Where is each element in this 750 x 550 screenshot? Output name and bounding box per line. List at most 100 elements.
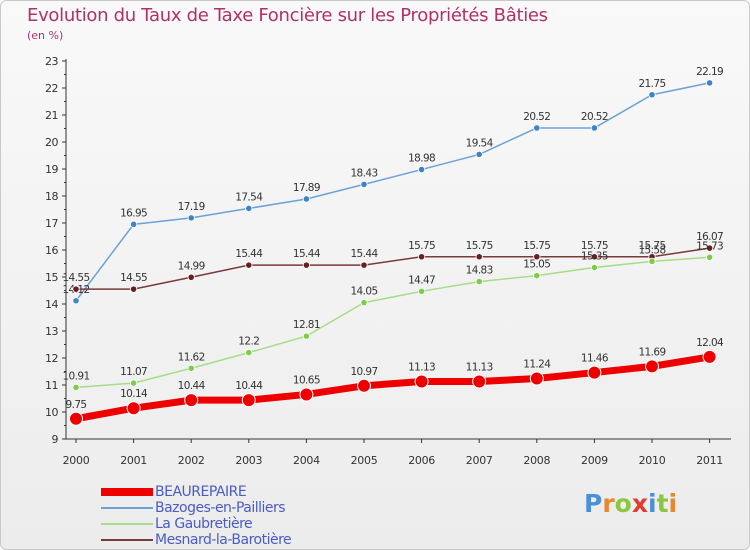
data-point — [302, 332, 310, 340]
series-line — [75, 247, 711, 290]
data-point — [529, 371, 544, 386]
y-tick-label: 17 — [45, 217, 58, 230]
data-point — [705, 253, 714, 261]
data-label: 14.55 — [120, 272, 147, 284]
x-tick-label: 2001 — [120, 454, 147, 467]
series-line — [72, 353, 714, 423]
data-label: 15.75 — [581, 240, 608, 252]
data-point — [533, 272, 541, 280]
y-tick-label: 13 — [45, 325, 58, 338]
data-label: 19.54 — [466, 137, 494, 149]
logo-letter: i — [648, 489, 657, 518]
y-tick-label: 10 — [45, 406, 58, 419]
data-label: 18.43 — [350, 167, 377, 179]
data-point — [130, 379, 138, 387]
data-point — [69, 411, 83, 426]
x-tick-label: 2007 — [466, 454, 493, 467]
logo-letter: P — [584, 489, 603, 518]
legend-label: Mesnard-la-Barotière — [155, 532, 292, 548]
data-point — [357, 378, 371, 393]
x-tick-label: 2002 — [178, 454, 205, 467]
x-tick-label: 2011 — [696, 454, 723, 467]
data-label: 10.97 — [350, 366, 377, 378]
data-point — [590, 253, 599, 261]
data-label: 16.07 — [696, 231, 723, 243]
x-tick-label: 2000 — [63, 454, 90, 467]
data-point — [130, 220, 138, 228]
data-point — [245, 261, 253, 269]
data-label: 15.35 — [581, 251, 608, 263]
data-label: 11.69 — [638, 346, 665, 358]
y-tick-label: 21 — [45, 109, 58, 122]
data-label: 14.47 — [408, 274, 435, 286]
data-point — [414, 374, 429, 389]
legend-label: La Gaubretière — [155, 516, 253, 532]
series-line — [75, 82, 711, 302]
data-point — [648, 257, 656, 265]
data-label: 15.58 — [638, 244, 665, 256]
y-tick-label: 14 — [45, 298, 58, 311]
data-label: 21.75 — [638, 78, 665, 90]
data-point — [648, 91, 656, 99]
data-point — [705, 244, 714, 252]
data-point — [587, 365, 602, 380]
data-point — [72, 285, 80, 293]
data-label: 20.52 — [523, 111, 550, 123]
data-label: 14.55 — [62, 272, 89, 284]
data-point — [302, 195, 310, 203]
data-label: 17.89 — [293, 182, 320, 194]
data-point — [187, 214, 195, 222]
x-tick-label: 2003 — [235, 454, 262, 467]
logo-letter: r — [602, 489, 615, 518]
data-label: 22.19 — [696, 66, 723, 78]
data-point — [645, 359, 659, 374]
data-point — [702, 349, 717, 364]
data-point — [360, 261, 368, 269]
legend-swatch — [101, 488, 153, 496]
data-label: 12.81 — [293, 319, 320, 331]
data-label: 17.19 — [178, 201, 205, 213]
y-tick-label: 12 — [45, 352, 58, 365]
y-tick-label: 20 — [45, 136, 58, 149]
data-point — [417, 287, 426, 295]
y-tick-label: 9 — [52, 433, 59, 446]
legend-label: BEAUREPAIRE — [155, 484, 247, 500]
data-point — [533, 124, 541, 132]
data-point — [72, 297, 80, 305]
data-point — [417, 253, 426, 261]
data-label: 11.13 — [466, 361, 493, 373]
data-point — [130, 285, 138, 293]
data-label: 15.44 — [350, 248, 378, 260]
data-label: 12.2 — [238, 336, 259, 348]
data-label: 11.07 — [120, 366, 147, 378]
data-label: 11.24 — [523, 359, 551, 371]
data-label: 16.95 — [120, 207, 147, 219]
data-point — [187, 364, 195, 372]
data-label: 14.05 — [350, 286, 377, 298]
series-line — [75, 256, 711, 389]
x-tick-label: 2008 — [523, 454, 550, 467]
legend-item-mesnard: Mesnard-la-Barotière — [101, 532, 292, 548]
data-point — [241, 393, 256, 408]
data-label: 15.44 — [293, 248, 321, 260]
data-point — [126, 401, 141, 416]
x-tick-label: 2006 — [408, 454, 435, 467]
legend-label: Bazoges-en-Pailliers — [155, 500, 286, 516]
data-point — [590, 124, 599, 132]
data-label: 10.91 — [62, 370, 89, 382]
x-tick-label: 2009 — [581, 454, 608, 467]
data-label: 11.46 — [581, 353, 609, 365]
legend-item-bazoges: Bazoges-en-Pailliers — [101, 500, 291, 516]
y-tick-label: 16 — [45, 244, 58, 257]
data-point — [360, 180, 368, 188]
logo-letter: i — [668, 489, 678, 518]
legend-swatch — [101, 507, 153, 509]
data-point — [245, 204, 253, 213]
data-label: 15.73 — [696, 240, 723, 252]
data-label: 18.98 — [408, 153, 435, 165]
data-label: 10.44 — [178, 380, 206, 392]
x-tick-label: 2005 — [351, 454, 378, 467]
logo-letter: t — [656, 489, 669, 518]
